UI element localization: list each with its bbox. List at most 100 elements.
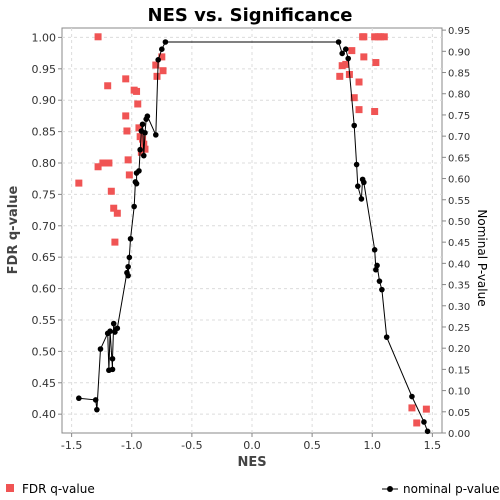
fdr-point bbox=[135, 124, 143, 132]
right-tick-label: 0.50 bbox=[448, 217, 470, 228]
nominal-point bbox=[107, 328, 113, 335]
nominal-point bbox=[92, 397, 99, 403]
fdr-point bbox=[342, 60, 350, 68]
left-tick-label: 0.50 bbox=[32, 345, 57, 358]
nominal-point bbox=[335, 39, 342, 45]
right-tick-label: 0.90 bbox=[448, 47, 470, 58]
right-tick-label: 0.55 bbox=[448, 196, 470, 207]
fdr-point bbox=[355, 106, 363, 114]
fdr-point bbox=[124, 156, 132, 164]
right-tick-label: 0.05 bbox=[448, 408, 470, 419]
right-tick-label: 0.60 bbox=[448, 175, 470, 186]
x-tick-label: -1.5 bbox=[61, 439, 82, 452]
nominal-point bbox=[110, 320, 117, 327]
nominal-point bbox=[342, 46, 349, 53]
left-tick-label: 0.55 bbox=[32, 314, 57, 327]
x-tick-label: 1.0 bbox=[364, 439, 382, 452]
fdr-point bbox=[422, 405, 430, 413]
fdr-point bbox=[371, 108, 379, 116]
right-tick-label: 0.45 bbox=[448, 238, 470, 249]
fdr-point bbox=[139, 135, 147, 143]
fdr-point bbox=[355, 78, 363, 86]
nominal-point bbox=[339, 50, 345, 57]
nominal-point bbox=[373, 266, 379, 273]
nominal-point bbox=[76, 395, 82, 402]
fdr-point bbox=[360, 53, 368, 61]
right-axis-ticks: 0.00 0.05 0.10 0.15 0.20 0.25 0.30 0.35 0.40 0.45… bbox=[442, 26, 470, 440]
fdr-point bbox=[336, 72, 344, 80]
right-tick-label: 0.65 bbox=[448, 153, 470, 164]
left-tick-label: 0.80 bbox=[32, 157, 57, 170]
nominal-point bbox=[114, 325, 121, 332]
left-tick-label: 0.75 bbox=[32, 188, 57, 201]
left-tick-label: 0.95 bbox=[32, 63, 57, 76]
fdr-point bbox=[408, 404, 416, 412]
fdr-point bbox=[153, 72, 161, 80]
nominal-point bbox=[358, 196, 365, 202]
fdr-point bbox=[380, 33, 388, 41]
nominal-point bbox=[140, 152, 147, 159]
x-tick-label: 1.5 bbox=[424, 439, 442, 452]
nominal-point bbox=[136, 168, 142, 174]
nominal-point bbox=[361, 179, 367, 186]
nominal-point bbox=[351, 122, 358, 129]
fdr-point bbox=[122, 75, 130, 83]
nominal-point bbox=[424, 428, 431, 435]
x-tick-label: -1.0 bbox=[121, 439, 142, 452]
nominal-point bbox=[97, 346, 104, 352]
chart-title: NES vs. Significance bbox=[148, 5, 353, 26]
fdr-point bbox=[413, 419, 421, 427]
right-tick-label: 0.35 bbox=[448, 281, 470, 292]
nominal-point bbox=[355, 183, 361, 189]
nominal-point bbox=[125, 263, 131, 270]
fdr-point bbox=[152, 61, 160, 69]
x-axis-label: NES bbox=[237, 455, 266, 470]
fdr-point bbox=[125, 171, 133, 179]
fdr-point bbox=[75, 179, 83, 187]
nominal-point bbox=[371, 246, 378, 253]
legend-nominal-marker bbox=[387, 486, 393, 492]
left-tick-label: 0.90 bbox=[32, 94, 57, 107]
fdr-point bbox=[105, 159, 113, 167]
left-tick-label: 0.45 bbox=[32, 377, 57, 390]
gridlines bbox=[62, 28, 442, 433]
fdr-point bbox=[123, 127, 131, 135]
right-tick-label: 0.00 bbox=[448, 429, 470, 440]
nominal-point bbox=[345, 55, 352, 62]
nominal-point bbox=[126, 254, 133, 261]
nominal-point bbox=[139, 121, 146, 128]
fdr-point bbox=[158, 53, 166, 61]
fdr-point bbox=[107, 187, 115, 195]
nominal-point bbox=[127, 235, 134, 242]
x-tick-label: 0.5 bbox=[303, 439, 321, 452]
nominal-point bbox=[109, 366, 116, 373]
fdr-point bbox=[134, 100, 142, 108]
right-tick-label: 0.80 bbox=[448, 90, 470, 101]
nominal-point bbox=[353, 161, 360, 168]
fdr-point bbox=[372, 59, 380, 67]
fdr-point bbox=[338, 62, 346, 70]
nominal-point bbox=[137, 146, 143, 153]
nominal-point bbox=[125, 272, 131, 279]
right-tick-label: 0.70 bbox=[448, 132, 470, 143]
left-tick-label: 1.00 bbox=[32, 31, 57, 44]
right-axis-label: Nominal P-value bbox=[475, 209, 489, 306]
nominal-point bbox=[159, 46, 165, 53]
nominal-point bbox=[144, 113, 151, 120]
nominal-point bbox=[131, 203, 137, 210]
fdr-series bbox=[75, 33, 430, 427]
fdr-point bbox=[159, 67, 167, 75]
fdr-point bbox=[350, 94, 358, 102]
nominal-point bbox=[421, 419, 427, 425]
fdr-point bbox=[99, 159, 107, 167]
left-axis-ticks: 0.40 0.45 0.50 0.55 0.60 0.65 0.70 0.75 0.80 0.85… bbox=[32, 31, 62, 421]
left-axis-label: FDR q-value bbox=[6, 185, 21, 274]
right-tick-label: 0.30 bbox=[448, 302, 470, 313]
right-tick-label: 0.15 bbox=[448, 365, 470, 376]
left-tick-label: 0.65 bbox=[32, 251, 57, 264]
fdr-point bbox=[133, 87, 141, 95]
right-tick-label: 0.25 bbox=[448, 323, 470, 334]
right-tick-label: 0.20 bbox=[448, 344, 470, 355]
x-tick-label: -0.5 bbox=[181, 439, 202, 452]
x-axis-ticks: -1.5 -1.0 -0.5 0.0 0.5 1.0 1.5 bbox=[61, 433, 441, 452]
